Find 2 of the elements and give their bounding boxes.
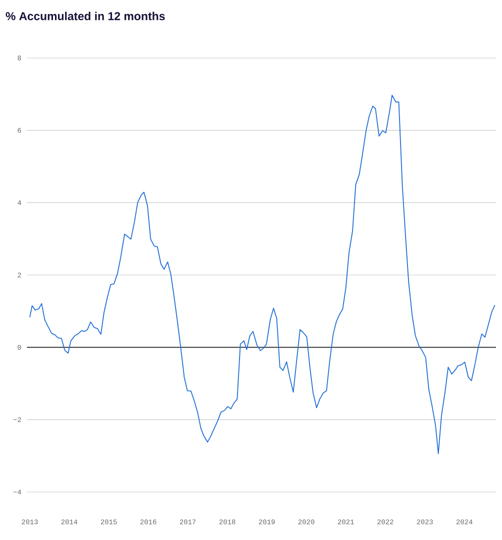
chart-title: % Accumulated in 12 months bbox=[6, 12, 165, 20]
line-series bbox=[29, 94, 496, 454]
